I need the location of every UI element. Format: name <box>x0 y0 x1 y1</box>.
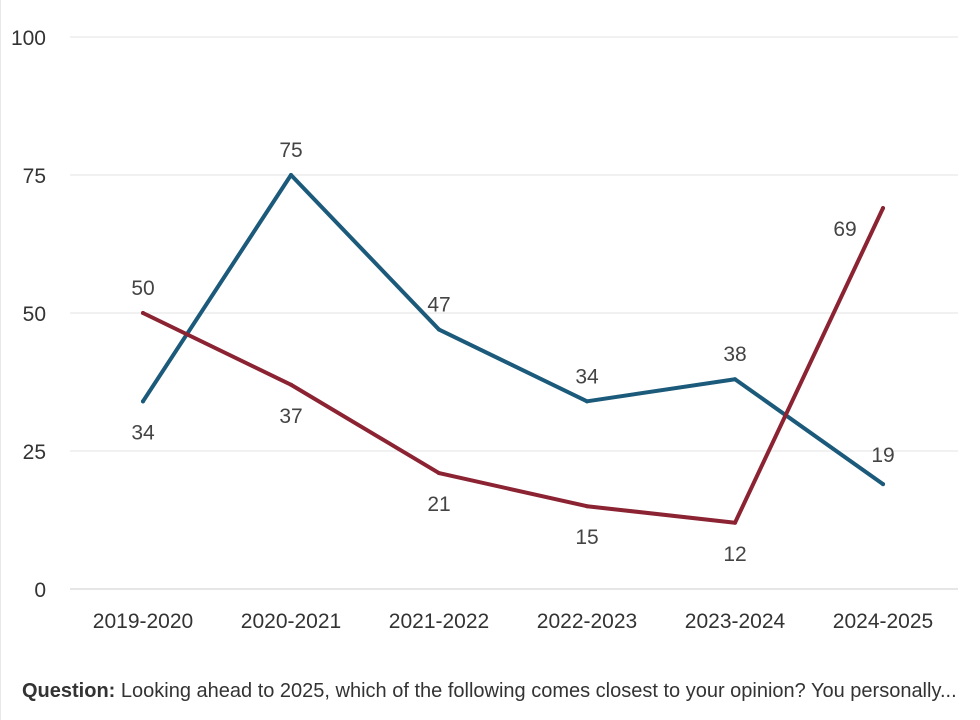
series-2-point <box>289 382 293 387</box>
series-1-data-label: 38 <box>723 343 746 366</box>
series-1-point <box>289 173 293 177</box>
series-1-line <box>141 173 885 487</box>
series-2-point <box>437 471 441 476</box>
series-2-data-label: 69 <box>833 218 856 241</box>
x-tick-label: 2022-2023 <box>537 610 637 633</box>
x-tick-label: 2019-2020 <box>93 610 193 633</box>
series-2-data-label: 50 <box>131 277 154 300</box>
series-2-point <box>733 520 737 525</box>
series-2-point <box>141 311 145 315</box>
question-note: Question: Looking ahead to 2025, which o… <box>22 677 972 705</box>
series-lines <box>141 173 885 525</box>
series-2-data-label: 12 <box>723 543 746 566</box>
y-tick-label: 50 <box>23 303 46 326</box>
series-1-data-label: 75 <box>279 139 302 162</box>
x-axis-ticks: 2019-2020 2020-2021 2021-2022 2022-2023 2023… <box>93 610 933 633</box>
series-2-point <box>881 206 885 211</box>
y-tick-label: 25 <box>23 441 46 464</box>
x-tick-label: 2024-2025 <box>833 610 933 633</box>
series-2-data-label: 37 <box>279 405 302 428</box>
y-tick-label: 0 <box>34 579 46 602</box>
series-2-point <box>585 504 589 509</box>
question-label: Question: <box>22 680 116 702</box>
data-labels: 34 75 47 34 38 19 50 37 21 15 12 69 <box>131 139 894 566</box>
series-1-data-label: 19 <box>871 444 894 467</box>
y-tick-label: 100 <box>11 27 46 50</box>
y-tick-label: 75 <box>23 165 46 188</box>
series-1-data-label: 34 <box>131 421 155 444</box>
series-1-point <box>141 399 145 404</box>
question-text: Looking ahead to 2025, which of the foll… <box>115 680 957 702</box>
series-1-point <box>881 482 885 487</box>
series-2-data-label: 21 <box>427 493 450 516</box>
series-1-point <box>585 399 589 404</box>
series-2-data-label: 15 <box>575 526 598 549</box>
series-1-data-label: 47 <box>427 294 450 317</box>
gridlines <box>70 36 958 590</box>
series-2-line <box>141 206 885 525</box>
x-tick-label: 2020-2021 <box>241 610 341 633</box>
x-tick-label: 2021-2022 <box>389 610 489 633</box>
series-1-point <box>437 327 441 332</box>
series-1-data-label: 34 <box>575 365 599 388</box>
series-1-point <box>733 377 737 382</box>
y-axis-ticks: 0 25 50 75 100 <box>11 27 46 602</box>
x-tick-label: 2023-2024 <box>685 610 786 633</box>
